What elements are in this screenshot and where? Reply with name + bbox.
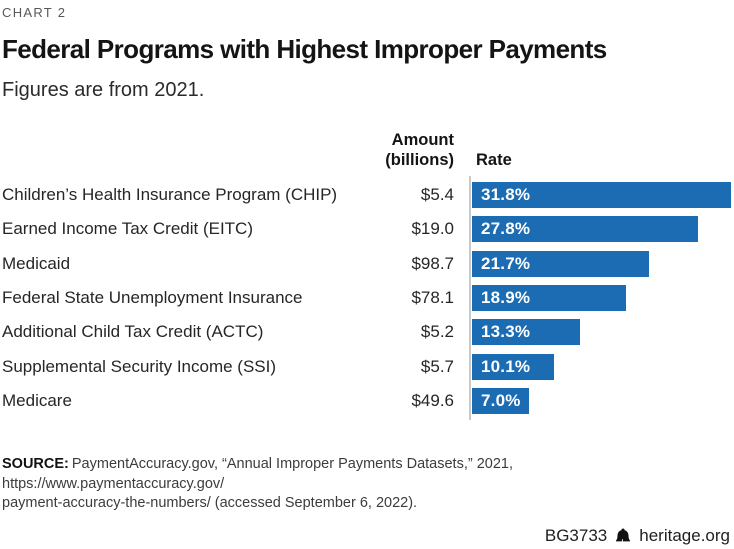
- axis-line: [469, 175, 471, 421]
- bar-cell: 7.0%: [469, 384, 731, 418]
- footer-site: heritage.org: [639, 526, 730, 545]
- bar-cell: 31.8%: [469, 178, 731, 212]
- rate-bar: 27.8%: [472, 216, 699, 243]
- rate-label: 7.0%: [481, 391, 521, 411]
- source-line1: PaymentAccuracy.gov, “Annual Improper Pa…: [2, 456, 513, 492]
- program-label: Medicaid: [2, 253, 71, 273]
- rate-label: 21.7%: [481, 253, 531, 273]
- rate-label: 18.9%: [481, 287, 531, 307]
- footer: BG3733 heritage.org: [545, 526, 730, 546]
- rate-label: 10.1%: [481, 356, 531, 376]
- source-line2: payment-accuracy-the-numbers/ (accessed …: [2, 495, 418, 512]
- program-label: Earned Income Tax Credit (EITC): [2, 219, 253, 239]
- chart-row: Federal State Unemployment Insurance $78…: [2, 281, 731, 315]
- chart-row: Medicaid $98.7 21.7%: [2, 246, 731, 280]
- program-label: Children’s Health Insurance Program (CHI…: [2, 184, 338, 204]
- amount-value: $49.6: [411, 391, 454, 411]
- rate-label: 27.8%: [481, 219, 531, 239]
- chart-rows: Children’s Health Insurance Program (CHI…: [2, 175, 731, 421]
- bar-cell: 13.3%: [469, 315, 731, 349]
- rate-bar: 7.0%: [472, 388, 529, 415]
- chart-row: Children’s Health Insurance Program (CHI…: [2, 178, 731, 212]
- amount-value: $19.0: [411, 219, 454, 239]
- chart-subtitle: Figures are from 2021.: [2, 78, 205, 101]
- chart-kicker: CHART 2: [2, 5, 67, 20]
- rate-bar: 13.3%: [472, 319, 581, 346]
- chart-row: Supplemental Security Income (SSI) $5.7 …: [2, 350, 731, 384]
- rate-label: 13.3%: [481, 322, 531, 342]
- bar-chart: Amount (billions) Rate Children’s Health…: [2, 130, 731, 421]
- bar-cell: 27.8%: [469, 212, 731, 246]
- amount-column-header: Amount (billions): [2, 130, 454, 170]
- amount-value: $78.1: [411, 287, 454, 307]
- bar-cell: 21.7%: [469, 246, 731, 280]
- amount-value: $98.7: [411, 253, 454, 273]
- rate-column-header: Rate: [476, 150, 512, 169]
- program-label: Medicare: [2, 391, 72, 411]
- rate-bar: 31.8%: [472, 181, 731, 208]
- amount-value: $5.7: [420, 356, 454, 376]
- program-label: Federal State Unemployment Insurance: [2, 287, 303, 307]
- bar-cell: 10.1%: [469, 350, 731, 384]
- amount-value: $5.4: [420, 184, 454, 204]
- amount-header-line1: Amount: [391, 130, 454, 149]
- rate-bar: 18.9%: [472, 284, 626, 311]
- chart-row: Medicare $49.6 7.0%: [2, 384, 731, 418]
- chart-row: Earned Income Tax Credit (EITC) $19.0 27…: [2, 212, 731, 246]
- source-label: SOURCE:: [2, 456, 69, 473]
- bar-cell: 18.9%: [469, 281, 731, 315]
- report-id: BG3733: [544, 526, 608, 545]
- amount-value: $5.2: [420, 322, 454, 342]
- source-note: SOURCE: PaymentAccuracy.gov, “Annual Impr…: [2, 455, 731, 514]
- rate-bar: 21.7%: [472, 250, 649, 277]
- page-title: Federal Programs with Highest Improper P…: [2, 34, 607, 64]
- rate-bar: 10.1%: [472, 353, 555, 380]
- chart-column-headers: Amount (billions) Rate: [2, 130, 731, 170]
- program-label: Additional Child Tax Credit (ACTC): [2, 322, 264, 342]
- program-label: Supplemental Security Income (SSI): [2, 356, 277, 376]
- chart-row: Additional Child Tax Credit (ACTC) $5.2 …: [2, 315, 731, 349]
- rate-label: 31.8%: [481, 184, 531, 204]
- liberty-bell-icon: [614, 527, 632, 545]
- amount-header-line2: (billions): [385, 150, 454, 169]
